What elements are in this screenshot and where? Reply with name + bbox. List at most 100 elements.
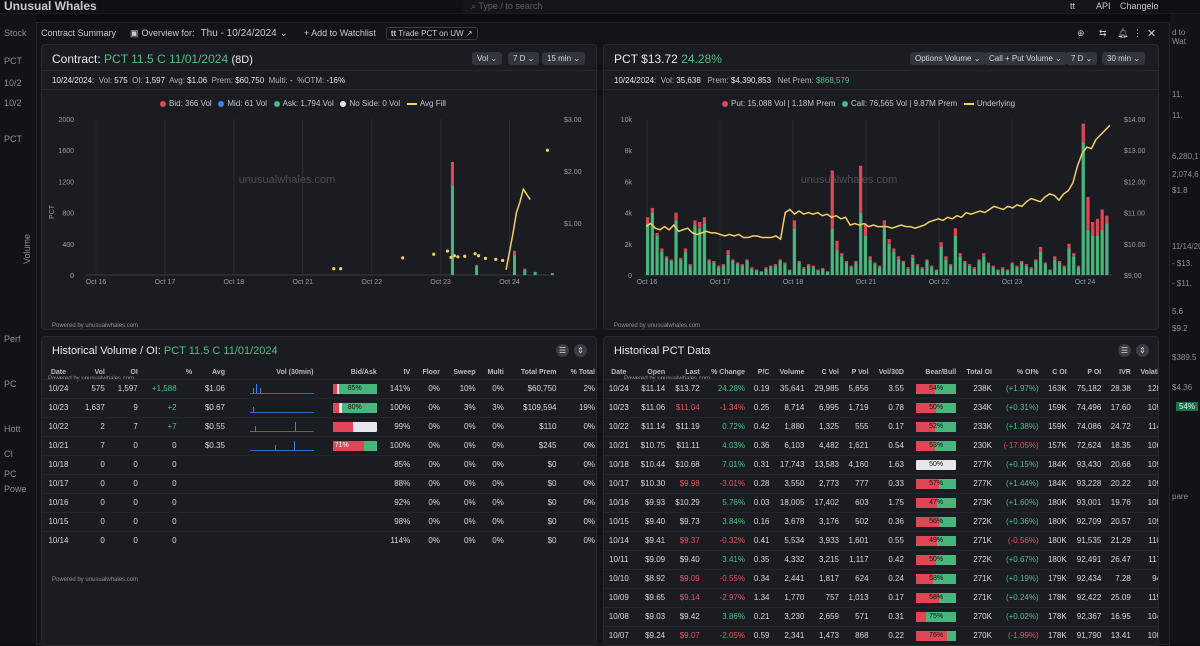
avg-fill-point[interactable] xyxy=(484,257,487,260)
bar-call[interactable] xyxy=(845,263,848,275)
bar-call[interactable] xyxy=(660,252,663,275)
bar-put[interactable] xyxy=(722,264,725,266)
bar-call[interactable] xyxy=(1063,267,1066,275)
bar-put[interactable] xyxy=(798,261,801,263)
bar-put[interactable] xyxy=(940,242,943,247)
column-header[interactable]: Volatil xyxy=(1134,367,1159,379)
column-header[interactable]: Multi xyxy=(479,367,507,379)
bar-call[interactable] xyxy=(646,224,649,275)
bar-put[interactable] xyxy=(869,256,872,259)
bar-call[interactable] xyxy=(859,213,862,275)
bar-put[interactable] xyxy=(906,267,909,269)
bar-call[interactable] xyxy=(840,256,843,275)
logo[interactable]: Unusual Whales xyxy=(4,0,97,13)
column-header[interactable]: Sweep xyxy=(443,367,479,379)
bar-put[interactable] xyxy=(911,255,914,258)
bar-put[interactable] xyxy=(878,266,881,268)
bar-put[interactable] xyxy=(892,248,895,251)
bar-call[interactable] xyxy=(807,266,810,275)
bar-call[interactable] xyxy=(1105,224,1108,275)
column-header[interactable]: Last xyxy=(668,367,703,379)
bar-put[interactable] xyxy=(1048,270,1051,271)
bar-ask[interactable] xyxy=(523,270,526,275)
bar-call[interactable] xyxy=(887,244,890,275)
bar-put[interactable] xyxy=(826,271,829,272)
bar-call[interactable] xyxy=(835,250,838,275)
bar-call[interactable] xyxy=(1044,264,1047,275)
bell-icon[interactable]: 🔔︎ xyxy=(1117,28,1128,39)
bar-call[interactable] xyxy=(793,228,796,275)
column-header[interactable]: Vol (30min) xyxy=(228,367,317,379)
bar-ask[interactable] xyxy=(513,256,516,276)
bar-call[interactable] xyxy=(684,252,687,275)
bar-put[interactable] xyxy=(921,267,924,269)
bar-call[interactable] xyxy=(750,269,753,275)
bar-put[interactable] xyxy=(1082,124,1085,143)
column-header[interactable]: IVR xyxy=(1104,367,1134,379)
bar-put[interactable] xyxy=(764,267,767,269)
column-header[interactable]: Date xyxy=(42,367,75,379)
bar-call[interactable] xyxy=(816,270,819,275)
bar-put[interactable] xyxy=(745,259,748,261)
expand-icon[interactable]: ⇕ xyxy=(1136,344,1149,357)
stock-range-select[interactable]: 7 D ⌄ xyxy=(1066,52,1097,65)
bar-put[interactable] xyxy=(958,253,961,256)
column-header[interactable]: C Vol xyxy=(807,367,842,379)
bar-call[interactable] xyxy=(1001,269,1004,275)
legend-underlying[interactable]: Underlying xyxy=(964,99,1015,108)
bar-ask[interactable] xyxy=(451,185,454,275)
bar-call[interactable] xyxy=(897,259,900,275)
bar-call[interactable] xyxy=(982,256,985,275)
bar-put[interactable] xyxy=(750,267,753,269)
bar-call[interactable] xyxy=(655,236,658,275)
bar-call[interactable] xyxy=(731,261,734,275)
bar-call[interactable] xyxy=(1030,269,1033,275)
column-header[interactable]: Volume xyxy=(772,367,807,379)
bar-put[interactable] xyxy=(897,256,900,259)
bar-put[interactable] xyxy=(651,208,654,213)
bar-put[interactable] xyxy=(698,222,701,228)
bar-put[interactable] xyxy=(845,261,848,263)
search-input[interactable]: ⌕ Type / to search xyxy=(463,0,1103,13)
column-header[interactable]: % Total xyxy=(560,367,598,379)
bar-put[interactable] xyxy=(992,266,995,268)
avg-fill-point[interactable] xyxy=(463,255,466,258)
avg-fill-point[interactable] xyxy=(453,254,456,257)
bar-call[interactable] xyxy=(717,267,720,275)
bar-put[interactable] xyxy=(902,261,905,263)
bar-put[interactable] xyxy=(954,228,957,236)
bar-call[interactable] xyxy=(679,259,682,275)
bar-call[interactable] xyxy=(902,263,905,275)
column-header[interactable]: Bear/Bull xyxy=(907,367,959,379)
bar-call[interactable] xyxy=(764,269,767,275)
column-header[interactable]: Open xyxy=(634,367,669,379)
bar-call[interactable] xyxy=(698,228,701,275)
tt-icon[interactable]: tt xyxy=(1070,1,1075,11)
bar-put[interactable] xyxy=(655,233,658,236)
bar-call[interactable] xyxy=(722,266,725,275)
avg-fill-point[interactable] xyxy=(339,267,342,270)
bar-call[interactable] xyxy=(940,247,943,275)
bar-call[interactable] xyxy=(892,252,895,275)
avg-fill-point[interactable] xyxy=(473,252,476,255)
bar-call[interactable] xyxy=(878,267,881,275)
bar-call[interactable] xyxy=(992,267,995,275)
bar-call[interactable] xyxy=(1011,264,1014,275)
bar-put[interactable] xyxy=(859,166,862,213)
bar-put[interactable] xyxy=(646,217,649,223)
filter-icon[interactable]: ☰ xyxy=(1118,344,1131,357)
bar-put[interactable] xyxy=(1006,270,1009,271)
bar-call[interactable] xyxy=(1015,267,1018,275)
bar-put[interactable] xyxy=(1077,266,1080,268)
bar-put[interactable] xyxy=(1053,256,1056,259)
column-header[interactable]: OI xyxy=(108,367,141,379)
column-header[interactable]: Total Prem xyxy=(507,367,560,379)
bar-call[interactable] xyxy=(944,259,947,275)
avg-fill-point[interactable] xyxy=(494,258,497,261)
